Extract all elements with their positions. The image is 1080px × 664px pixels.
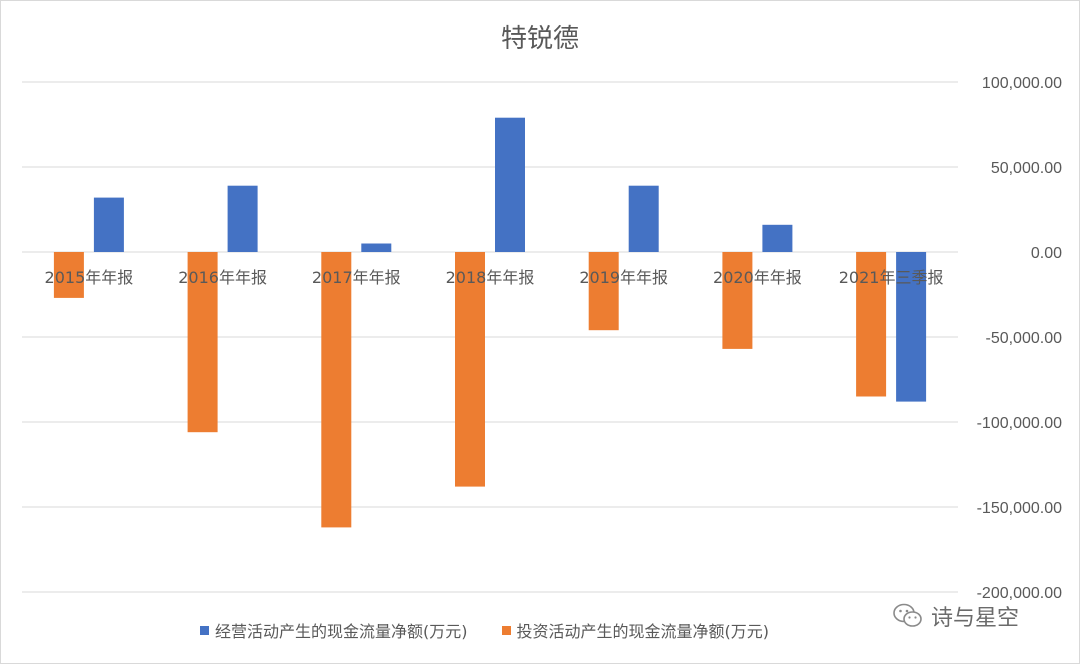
legend-item-series1: 经营活动产生的现金流量净额(万元) (200, 618, 468, 642)
bar (762, 224, 793, 252)
y-tick-label: -200,000.00 (977, 585, 1063, 602)
y-tick-label: -50,000.00 (985, 330, 1062, 347)
legend-swatch-orange (501, 625, 511, 635)
bar (588, 252, 619, 331)
bar (722, 252, 753, 349)
watermark: 诗与星空 (893, 600, 1019, 632)
y-tick-label: -150,000.00 (977, 500, 1063, 517)
category-label: 2021年三季报 (839, 268, 944, 287)
category-label: 2019年年报 (579, 268, 668, 287)
legend-label-series1: 经营活动产生的现金流量净额(万元) (215, 622, 468, 641)
y-tick-label: -100,000.00 (977, 415, 1063, 432)
bar (628, 185, 659, 252)
gridlines (22, 81, 958, 593)
bar (455, 252, 485, 487)
bar (495, 117, 525, 252)
y-tick-label: 0.00 (1031, 245, 1062, 262)
category-label: 2020年年报 (713, 268, 802, 287)
legend-swatch-blue (200, 625, 209, 635)
wechat-icon (893, 603, 922, 627)
chart-title: 特锐德 (500, 24, 579, 54)
category-label: 2018年年报 (446, 268, 535, 287)
category-labels: 2015年年报 2016年年报 2017年年报 2018年年报 2019年年报 2020年… (45, 268, 944, 287)
legend-label-series2: 投资活动产生的现金流量净额(万元) (516, 622, 770, 641)
bar (856, 252, 887, 397)
legend: 经营活动产生的现金流量净额(万元) 投资活动产生的现金流量净额(万元) (200, 618, 803, 642)
watermark-text: 诗与星空 (931, 606, 1020, 631)
category-label: 2015年年报 (45, 268, 134, 287)
bar (93, 197, 124, 252)
y-tick-label: 100,000.00 (982, 75, 1062, 92)
legend-item-series2: 投资活动产生的现金流量净额(万元) (501, 618, 770, 642)
bar (53, 252, 84, 298)
y-axis-ticks: 100,000.00 50,000.00 0.00 -50,000.00 -100,00… (977, 75, 1063, 602)
bar (227, 185, 258, 252)
y-tick-label: 50,000.00 (991, 160, 1062, 177)
category-label: 2016年年报 (178, 268, 267, 287)
bars (53, 117, 927, 528)
bar (321, 252, 352, 528)
bar (896, 252, 927, 402)
bar (187, 252, 218, 433)
category-label: 2017年年报 (312, 268, 401, 287)
bar (361, 243, 392, 252)
